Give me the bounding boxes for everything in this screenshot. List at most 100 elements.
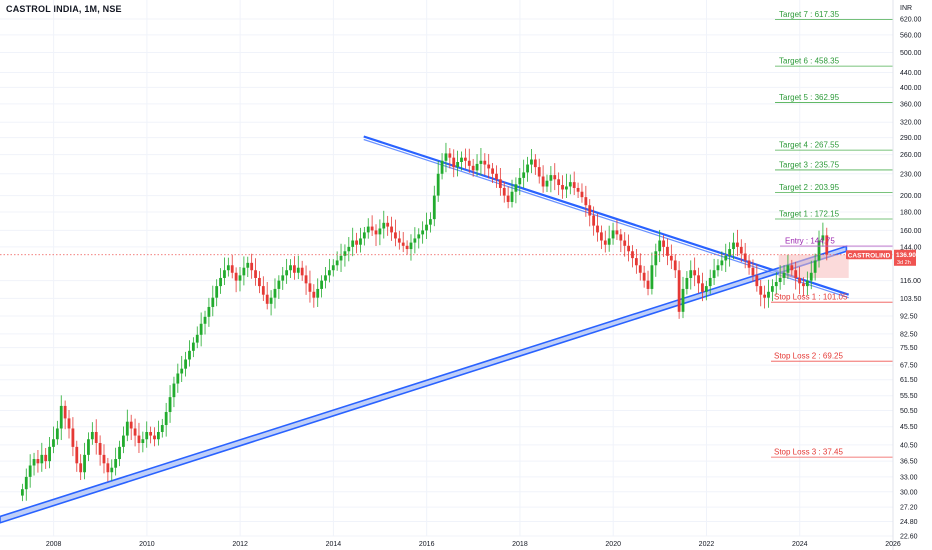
candle-body bbox=[52, 439, 55, 447]
candle-body bbox=[250, 262, 254, 271]
target-label: Target 6 : 458.35 bbox=[779, 57, 840, 66]
candle-body bbox=[580, 191, 584, 198]
candle-body bbox=[203, 316, 207, 324]
candle-body bbox=[778, 277, 782, 282]
candle-body bbox=[277, 280, 281, 289]
candle-body bbox=[246, 262, 250, 268]
candle-body bbox=[304, 275, 308, 284]
candle-body bbox=[223, 270, 226, 278]
candle-body bbox=[790, 265, 794, 271]
candle-body bbox=[747, 260, 751, 268]
y-tick-label: 40.50 bbox=[900, 442, 918, 449]
level-annotations: Target 7 : 617.35 Target 6 : 458.35 Target… bbox=[771, 10, 893, 458]
candle-body bbox=[106, 463, 110, 473]
y-tick-label: 24.80 bbox=[900, 519, 918, 526]
y-tick-label: 30.00 bbox=[900, 489, 918, 496]
candle-body bbox=[32, 459, 36, 466]
y-tick-label: 144.00 bbox=[900, 244, 922, 251]
y-tick-label: 440.00 bbox=[900, 70, 922, 77]
target-label: Target 3 : 235.75 bbox=[779, 160, 840, 169]
candle-body bbox=[444, 153, 448, 161]
candle-body bbox=[759, 286, 763, 295]
candle-body bbox=[44, 454, 48, 462]
last-price-badge bbox=[894, 249, 916, 266]
candle-body bbox=[712, 270, 716, 278]
candle-body bbox=[607, 238, 611, 245]
candle-body bbox=[421, 230, 425, 235]
candle-body bbox=[374, 230, 378, 235]
candle-body bbox=[133, 428, 137, 436]
candle-body bbox=[289, 265, 292, 271]
candle-body bbox=[596, 225, 599, 233]
candle-body bbox=[390, 226, 393, 233]
candle-body bbox=[195, 334, 199, 343]
candle-body bbox=[510, 191, 514, 202]
candle-body bbox=[75, 446, 79, 464]
candle-body bbox=[456, 162, 460, 168]
candle-body bbox=[230, 265, 234, 273]
candle-body bbox=[355, 240, 358, 245]
candle-body bbox=[518, 177, 522, 185]
candle-body bbox=[751, 267, 755, 276]
candle-body bbox=[87, 439, 90, 455]
lower-trend-channel bbox=[0, 245, 848, 524]
candle-body bbox=[413, 238, 417, 243]
candle-body bbox=[479, 160, 483, 164]
candle-body bbox=[312, 291, 316, 298]
target-label: Target 4 : 267.55 bbox=[779, 141, 840, 150]
candle-body bbox=[561, 185, 564, 190]
candle-body bbox=[619, 234, 623, 241]
candle-body bbox=[320, 280, 324, 289]
y-tick-label: 560.00 bbox=[900, 32, 922, 39]
chart-symbol-title: CASTROL INDIA, 1M, NSE bbox=[6, 4, 122, 14]
candle-body bbox=[708, 277, 712, 287]
candle-body bbox=[79, 463, 83, 473]
candle-body bbox=[798, 277, 801, 284]
candle-body bbox=[401, 242, 405, 246]
candle-body bbox=[436, 173, 440, 196]
y-tick-label: 290.00 bbox=[900, 135, 922, 142]
candle-body bbox=[362, 232, 366, 239]
candle-body bbox=[71, 428, 75, 447]
candle-body bbox=[802, 283, 805, 287]
candle-body bbox=[24, 476, 28, 490]
candle-body bbox=[460, 157, 463, 163]
candle-body bbox=[452, 157, 456, 168]
candle-body bbox=[20, 489, 24, 496]
candle-body bbox=[63, 405, 67, 419]
candle-body bbox=[693, 270, 697, 276]
candle-body bbox=[627, 245, 630, 252]
candle-body bbox=[36, 459, 40, 464]
candle-body bbox=[129, 421, 133, 429]
stop-label: Stop Loss 3 : 37.45 bbox=[774, 448, 843, 457]
candle-body bbox=[782, 272, 786, 278]
candle-body bbox=[506, 195, 510, 202]
y-tick-label: 75.50 bbox=[900, 345, 918, 352]
candle-body bbox=[673, 260, 677, 271]
candle-body bbox=[642, 272, 646, 281]
candle-body bbox=[300, 267, 304, 276]
candle-body bbox=[238, 275, 242, 281]
candle-body bbox=[55, 428, 59, 440]
candle-body bbox=[584, 197, 588, 206]
y-tick-label: 45.50 bbox=[900, 424, 918, 431]
candle-body bbox=[102, 454, 106, 464]
candle-body bbox=[211, 297, 215, 307]
y-tick-label: 33.00 bbox=[900, 474, 918, 481]
candle-body bbox=[335, 260, 339, 266]
last-price-value: 136.90 bbox=[896, 252, 916, 259]
candle-body bbox=[448, 153, 452, 158]
candle-body bbox=[685, 277, 689, 289]
candle-body bbox=[697, 275, 700, 284]
candle-body bbox=[114, 459, 118, 468]
candle-body bbox=[386, 222, 390, 227]
candle-body bbox=[308, 283, 312, 292]
candle-body bbox=[265, 294, 269, 304]
candle-body bbox=[145, 431, 149, 440]
candle-body bbox=[533, 159, 537, 168]
candle-body bbox=[557, 179, 561, 186]
candle-body bbox=[634, 258, 638, 266]
candle-body bbox=[526, 164, 529, 173]
